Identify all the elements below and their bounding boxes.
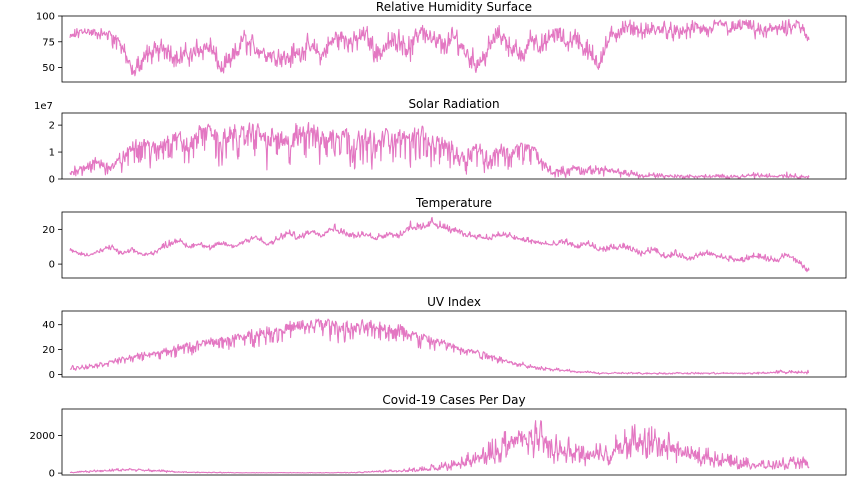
series-line (69, 18, 810, 77)
y-tick-label: 0 (49, 370, 55, 381)
subplot-solar-radiation: Solar Radiation 0 1 2 1e7 (34, 97, 847, 186)
subplot-title: UV Index (427, 295, 481, 309)
y-tick-label: 75 (42, 37, 55, 48)
subplot-title: Solar Radiation (408, 97, 499, 111)
y-tick-label: 2000 (30, 431, 55, 442)
subplot-temperature: Temperature 0 20 (42, 196, 847, 279)
series-line (69, 121, 810, 180)
axes-frame (61, 211, 847, 279)
y-tick-label: 0 (49, 469, 55, 480)
axes-frame (61, 15, 847, 83)
subplot-title: Temperature (415, 196, 492, 210)
axes-frame (61, 112, 847, 180)
y-tick-label: 1 (49, 148, 55, 159)
y-tick-label: 20 (42, 345, 55, 356)
series-line (69, 318, 810, 375)
y-tick-label: 2 (49, 121, 55, 132)
subplot-title: Relative Humidity Surface (376, 0, 532, 14)
y-tick-label: 100 (36, 12, 55, 23)
axes-frame (61, 310, 847, 378)
y-tick-label: 0 (49, 175, 55, 186)
y-tick-label: 20 (42, 225, 55, 236)
subplot-covid-cases: Covid-19 Cases Per Day 0 2000 (30, 393, 847, 480)
subplot-humidity: Relative Humidity Surface 50 75 100 (36, 0, 847, 83)
axes-frame (61, 408, 847, 476)
y-offset-label: 1e7 (34, 101, 53, 112)
y-tick-label: 40 (42, 320, 55, 331)
y-tick-label: 50 (42, 63, 55, 74)
subplot-title: Covid-19 Cases Per Day (382, 393, 525, 407)
series-line (69, 420, 810, 474)
subplot-uv-index: UV Index 0 20 40 (42, 295, 847, 381)
series-line (69, 216, 810, 273)
y-tick-label: 0 (49, 260, 55, 271)
